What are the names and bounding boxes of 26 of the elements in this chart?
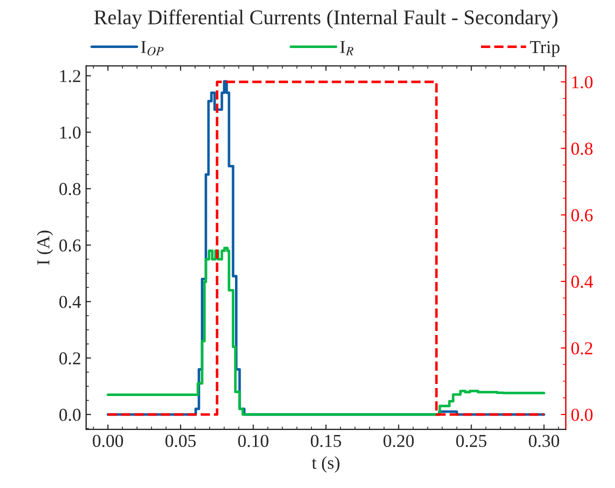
y-tick-label: 1.0	[60, 126, 81, 139]
y-axis-title: I (A)	[36, 230, 54, 265]
legend-label: I$_{OP}$	[141, 41, 164, 56]
y2-tick-label: 1.0	[572, 76, 593, 88]
legend-label: I$_{R}$	[340, 41, 354, 56]
y2-tick-label: 0.6	[571, 209, 593, 222]
x-tick-label: 0.30	[528, 434, 560, 448]
legend-label: Trip	[530, 41, 560, 57]
y2-tick-label: 0.2	[571, 342, 592, 354]
y2-tick-label: 0.0	[571, 408, 593, 421]
x-tick-label: 0.10	[238, 434, 268, 448]
y2-tick-label: 0.4	[571, 276, 593, 288]
x-tick-label: 0.00	[92, 434, 124, 448]
y-tick-label: 0.6	[59, 239, 81, 252]
x-tick-label: 0.15	[310, 434, 342, 448]
x-tick-label: 0.20	[384, 434, 414, 448]
y-tick-label: 0.2	[59, 352, 80, 365]
x-axis-title: t (s)	[312, 456, 340, 473]
y-tick-label: 0.0	[59, 408, 81, 421]
x-tick-label: 0.05	[165, 434, 196, 448]
y2-tick-label: 0.8	[571, 142, 593, 155]
y-tick-label: 1.2	[60, 70, 80, 82]
y-tick-label: 0.4	[59, 296, 81, 308]
chart-title: Relay Differential Currents (Internal Fault - Secondary)	[94, 10, 558, 29]
x-tick-label: 0.25	[456, 434, 486, 448]
y-tick-label: 0.8	[59, 182, 81, 196]
